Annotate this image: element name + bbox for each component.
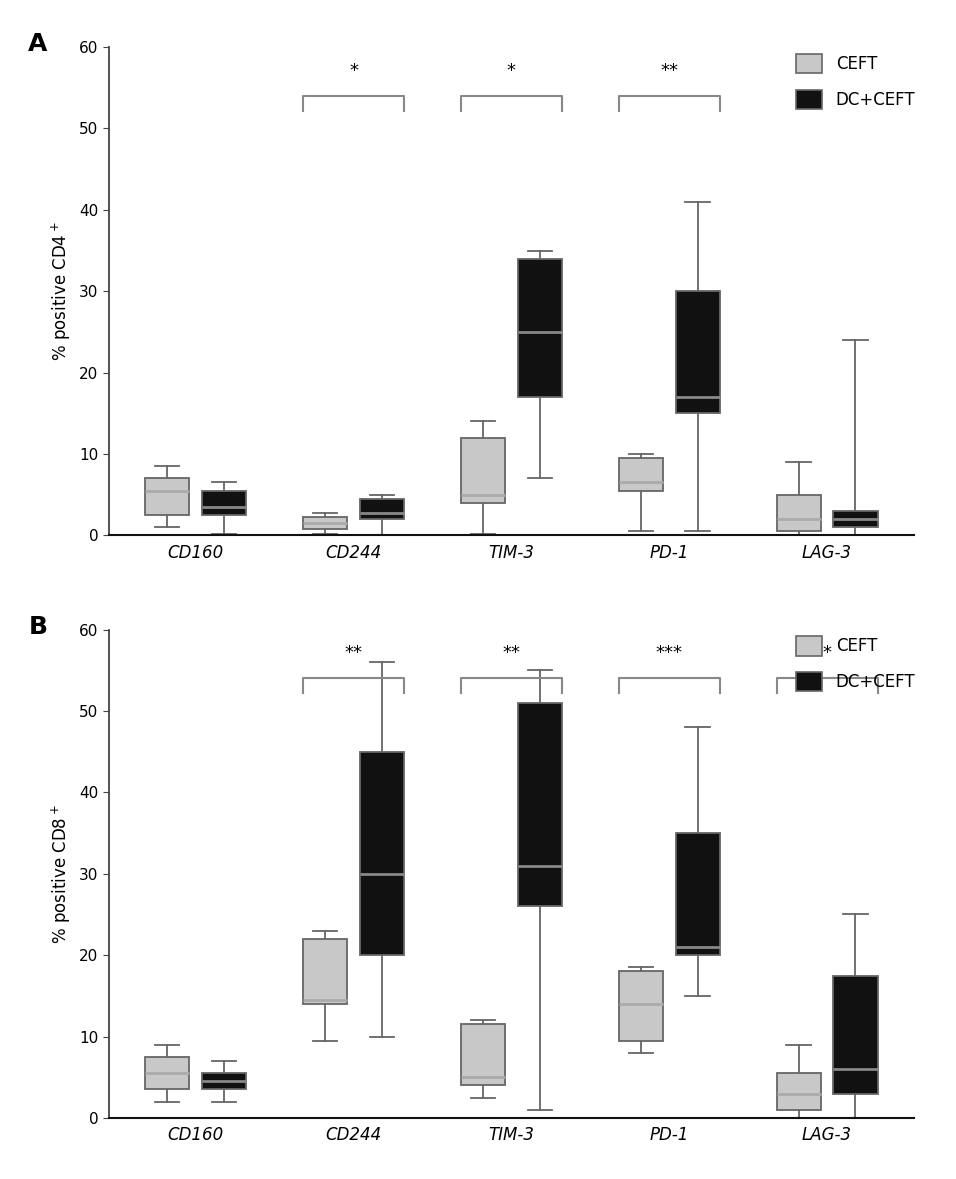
Legend: CEFT, DC+CEFT: CEFT, DC+CEFT [789, 630, 922, 698]
Y-axis label: % positive CD4$^+$: % positive CD4$^+$ [50, 222, 74, 361]
Bar [461, 437, 505, 502]
Y-axis label: % positive CD8$^+$: % positive CD8$^+$ [50, 804, 74, 943]
Text: **: ** [661, 61, 678, 80]
Bar [676, 291, 720, 414]
Bar [619, 459, 663, 490]
Text: A: A [29, 33, 48, 57]
Bar [776, 495, 821, 532]
Text: **: ** [502, 644, 520, 663]
Bar [619, 971, 663, 1041]
Text: ***: *** [656, 644, 683, 663]
Text: *: * [349, 61, 358, 80]
Bar [359, 499, 404, 519]
Bar [834, 975, 878, 1094]
Bar [517, 703, 562, 907]
Text: B: B [29, 615, 47, 639]
Bar [834, 511, 878, 527]
Text: *: * [507, 61, 516, 80]
Bar [359, 752, 404, 955]
Bar [145, 479, 189, 515]
Text: **: ** [344, 644, 362, 663]
Bar [202, 490, 246, 515]
Bar [676, 834, 720, 955]
Legend: CEFT, DC+CEFT: CEFT, DC+CEFT [789, 47, 922, 116]
Bar [303, 938, 347, 1005]
Bar [776, 1073, 821, 1109]
Bar [461, 1025, 505, 1086]
Bar [202, 1073, 246, 1089]
Bar [303, 518, 347, 529]
Bar [145, 1056, 189, 1089]
Text: *: * [822, 644, 832, 663]
Bar [517, 258, 562, 397]
